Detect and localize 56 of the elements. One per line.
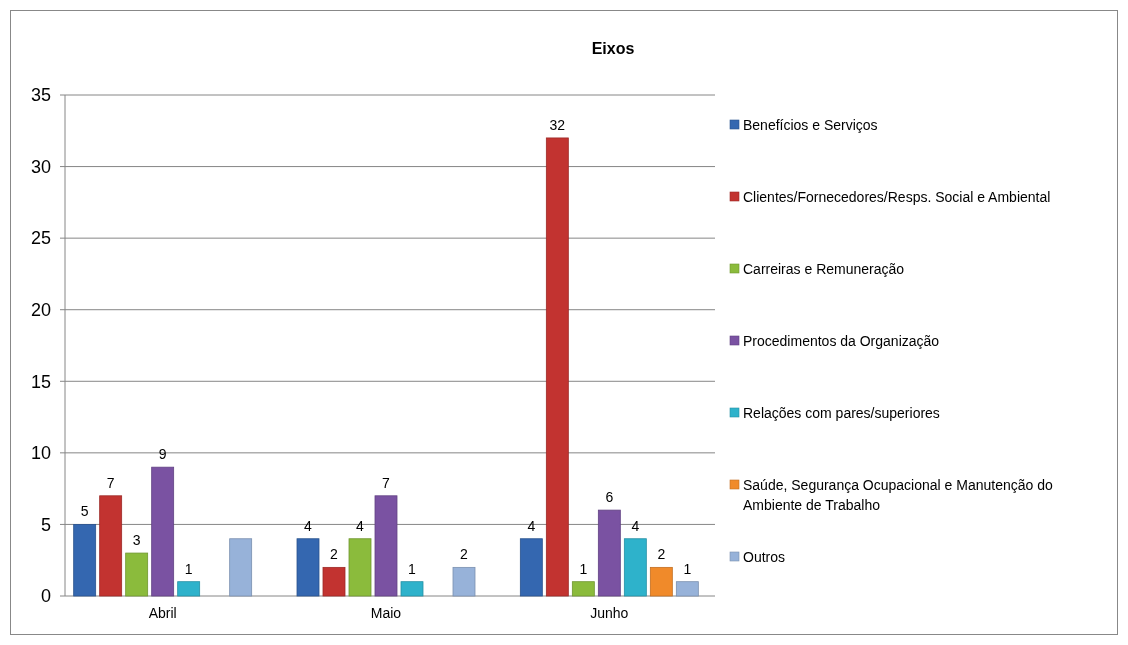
legend-label: Carreiras e Remuneração [743, 261, 905, 277]
data-label: 1 [184, 560, 193, 577]
bar [348, 538, 372, 597]
bar [296, 538, 320, 597]
bar [374, 495, 398, 597]
bar [452, 566, 476, 597]
data-label: 7 [382, 474, 391, 491]
bar [571, 581, 595, 597]
y-tick-label: 15 [30, 371, 51, 392]
data-label: 2 [330, 546, 339, 563]
x-tick-label: Abril [148, 605, 177, 621]
bar [125, 552, 149, 597]
legend-label: Outros [743, 549, 786, 565]
legend-label: Procedimentos da Organização [743, 333, 940, 349]
x-tick-label: Maio [370, 605, 402, 621]
legend-label: Saúde, Segurança Ocupacional e Manutenção do Ambiente de Trabalho [743, 477, 1053, 513]
data-label: 6 [605, 489, 614, 506]
y-tick-label: 35 [30, 85, 51, 106]
bar [597, 509, 621, 597]
bar [545, 137, 569, 597]
data-label: 1 [683, 560, 692, 577]
data-label: 3 [132, 532, 141, 549]
y-tick-label: 0 [40, 586, 51, 607]
y-tick-label: 5 [40, 514, 51, 535]
bar [519, 538, 543, 597]
y-tick-label: 20 [30, 300, 51, 321]
chart-title: Eixos [591, 40, 635, 57]
bar [649, 566, 673, 597]
data-label: 2 [460, 546, 469, 563]
data-label: 4 [631, 517, 640, 534]
bar [229, 538, 253, 597]
x-tick-label: Junho [590, 605, 629, 621]
data-label: 4 [356, 517, 365, 534]
bar [177, 581, 201, 597]
bar [322, 566, 346, 597]
bar [400, 581, 424, 597]
y-tick-label: 30 [30, 156, 51, 177]
y-tick-label: 10 [30, 443, 51, 464]
data-label: 4 [527, 517, 536, 534]
data-label: 2 [657, 546, 666, 563]
legend-label: Relações com pares/superiores [743, 405, 940, 421]
bar [623, 538, 647, 597]
data-label: 4 [304, 517, 313, 534]
data-label: 9 [158, 446, 167, 463]
data-label: 7 [106, 474, 115, 491]
data-label: 1 [408, 560, 417, 577]
legend-label: Clientes/Fornecedores/Resps. Social e Ambiental [743, 189, 1051, 205]
legend-label: Benefícios e Serviços [743, 117, 878, 133]
bar [73, 524, 97, 597]
data-label: 5 [80, 503, 89, 520]
data-label: 1 [579, 560, 588, 577]
y-tick-label: 25 [30, 228, 51, 249]
bar [151, 466, 175, 597]
bar [99, 495, 123, 597]
data-label: 32 [549, 116, 566, 133]
bar [675, 581, 699, 597]
